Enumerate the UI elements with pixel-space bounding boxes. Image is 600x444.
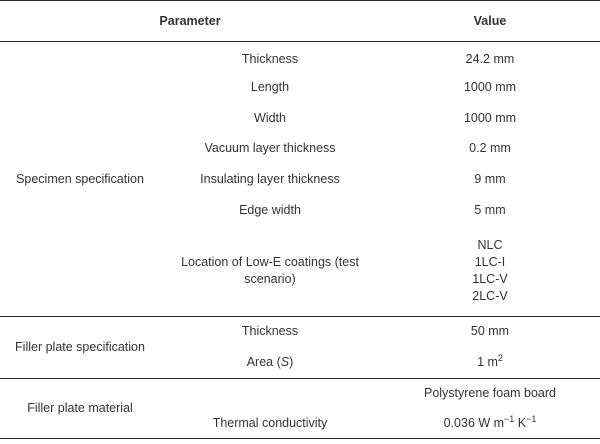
value-area: 1 m2 [380, 346, 600, 379]
table-row: Width 1000 mm [0, 103, 600, 134]
param-insulating-layer: Insulating layer thickness [200, 171, 340, 186]
table-row: Thermal conductivity 0.036 W m−1 K−1 [0, 408, 600, 439]
lowe-scenario: 2LC-V [472, 288, 508, 303]
param-edge-width: Edge width [239, 202, 301, 217]
table-row: Location of Low-E coatings (test scenari… [0, 225, 600, 317]
table-row: Length 1000 mm [0, 72, 600, 103]
value-thickness: 24.2 mm [465, 52, 515, 67]
param-thermal-conductivity: Thermal conductivity [160, 408, 380, 439]
header-parameter: Parameter [0, 0, 380, 42]
param-length: Length [250, 79, 290, 94]
table-row: Filler plate specification Thickness 50 … [0, 316, 600, 379]
table-header-row: Parameter Value [0, 0, 600, 42]
table-row: Filler plate material Polystyrene foam b… [0, 378, 600, 439]
param-filler-thickness: Thickness [241, 324, 299, 339]
param-width: Width [254, 110, 286, 125]
value-filler-thickness: 50 mm [470, 324, 510, 339]
param-lowe-location: Location of Low-E coatings (test scenari… [160, 225, 380, 317]
lowe-scenario: 1LC-I [474, 254, 506, 269]
param-area: Area (S) [160, 346, 380, 379]
value-insulating-layer: 9 mm [474, 171, 506, 186]
value-vacuum-layer: 0.2 mm [469, 141, 511, 155]
group-label-specimen: Specimen specification [0, 41, 160, 317]
param-material-blank [160, 379, 380, 409]
value-width: 1000 mm [463, 110, 517, 125]
header-value: Value [380, 0, 600, 42]
value-length: 1000 mm [463, 79, 517, 94]
table-row: Area (S) 1 m2 [0, 346, 600, 379]
value-thermal-conductivity: 0.036 W m−1 K−1 [380, 408, 600, 439]
table-row: Specimen specification Thickness 24.2 mm [0, 41, 600, 317]
value-material: Polystyrene foam board [423, 386, 556, 401]
table-row: Vacuum layer thickness 0.2 mm [0, 134, 600, 164]
group-label-filler-spec: Filler plate specification [0, 316, 160, 379]
param-vacuum-layer: Vacuum layer thickness [204, 141, 336, 155]
lowe-scenario: 1LC-V [472, 271, 508, 286]
param-thickness: Thickness [241, 52, 299, 67]
table-row: Edge width 5 mm [0, 195, 600, 226]
value-lowe-scenarios: NLC 1LC-I 1LC-V 2LC-V [380, 225, 600, 317]
lowe-scenario: NLC [477, 237, 503, 252]
table-row: Insulating layer thickness 9 mm [0, 164, 600, 195]
area-symbol: S [280, 354, 290, 369]
group-label-filler-material: Filler plate material [0, 378, 160, 439]
value-edge-width: 5 mm [474, 202, 506, 217]
